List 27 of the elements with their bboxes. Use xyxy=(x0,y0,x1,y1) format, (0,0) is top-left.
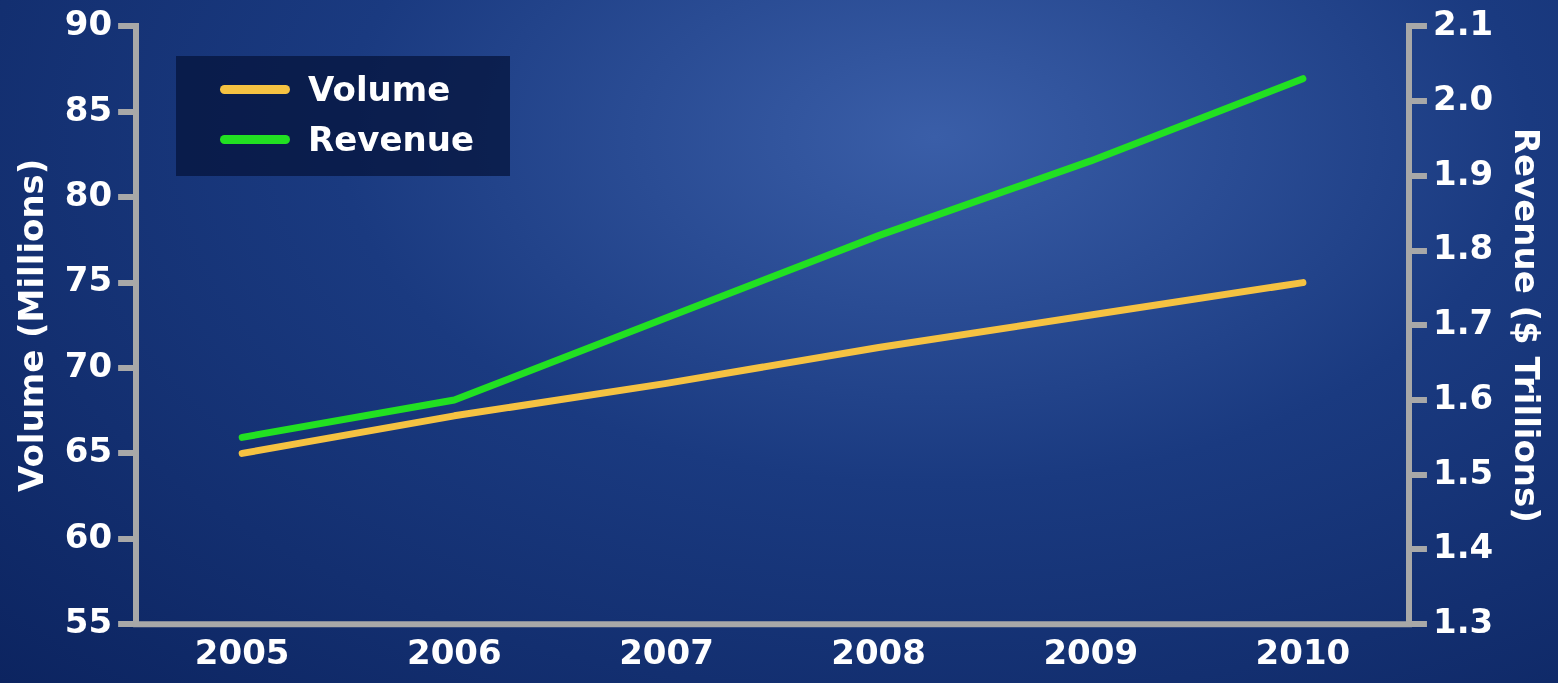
y2-tick-label: 1.4 xyxy=(1432,526,1494,567)
y2-tick-label: 1.5 xyxy=(1432,451,1494,492)
y2-tick-label: 1.8 xyxy=(1432,227,1494,268)
y-tick-label: 85 xyxy=(64,88,113,129)
y-tick-label: 75 xyxy=(64,259,113,300)
y2-tick-label: 1.7 xyxy=(1432,302,1494,343)
x-tick-label: 2010 xyxy=(1255,632,1351,673)
y-axis-title: Volume (Millions) xyxy=(11,158,52,492)
y2-tick-label: 1.3 xyxy=(1432,601,1494,642)
x-tick-label: 2006 xyxy=(407,632,502,673)
y2-tick-label: 1.6 xyxy=(1432,376,1494,417)
y2-tick-label: 2.0 xyxy=(1432,77,1494,118)
x-tick-label: 2007 xyxy=(619,632,714,673)
y-tick-label: 90 xyxy=(64,3,113,44)
x-tick-label: 2008 xyxy=(831,632,926,673)
legend-label: Revenue xyxy=(308,119,475,160)
y2-axis-title: Revenue ($ Trillions) xyxy=(1506,127,1547,523)
y-tick-label: 60 xyxy=(64,515,113,556)
y-tick-label: 80 xyxy=(64,174,113,215)
y2-tick-label: 1.9 xyxy=(1432,152,1494,193)
y2-tick-label: 2.1 xyxy=(1432,3,1494,44)
y-tick-label: 65 xyxy=(64,430,113,471)
x-tick-label: 2005 xyxy=(194,632,290,673)
x-tick-label: 2009 xyxy=(1043,632,1139,673)
legend-label: Volume xyxy=(308,69,451,110)
y-tick-label: 70 xyxy=(64,344,113,385)
y-tick-label: 55 xyxy=(64,601,113,642)
